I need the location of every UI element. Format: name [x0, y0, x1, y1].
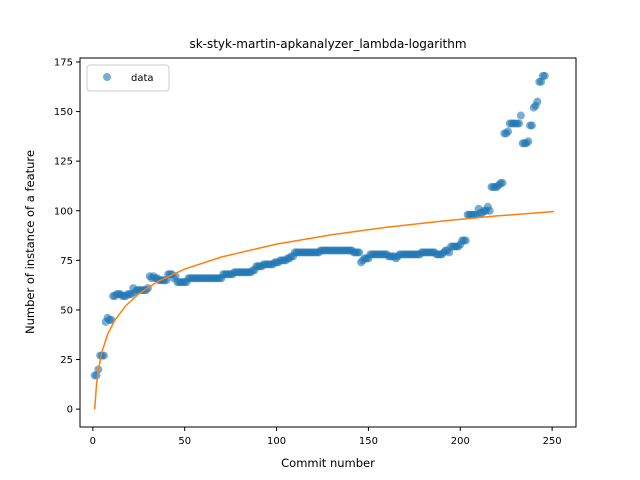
x-axis-ticks: 0 50 100 150 200 250 [90, 427, 562, 447]
y-tick-label: 150 [54, 107, 73, 118]
y-tick-label: 175 [54, 57, 73, 68]
axes-frame [79, 57, 577, 428]
legend-box [86, 64, 170, 92]
y-tick-label: 50 [60, 305, 73, 316]
y-tick-label: 125 [54, 157, 73, 168]
plot-series [90, 71, 555, 410]
data-point [485, 206, 494, 215]
x-tick-label: 100 [267, 436, 286, 447]
fit-line [93, 210, 555, 410]
data-point [504, 127, 513, 136]
data-point [355, 248, 364, 257]
data-point [527, 121, 536, 130]
y-axis-label: Number of instance of a feature [23, 150, 37, 334]
x-axis-label: Commit number [281, 456, 375, 470]
legend-label-data: data [131, 73, 154, 84]
data-point [498, 178, 507, 187]
data-point [540, 71, 549, 80]
y-axis-ticks: 0 25 50 75 100 125 150 175 [54, 57, 80, 416]
y-tick-label: 100 [54, 206, 73, 217]
y-tick-label: 75 [60, 256, 73, 267]
x-tick-label: 0 [90, 436, 96, 447]
legend: data [86, 64, 170, 92]
data-point [516, 111, 525, 120]
data-point [461, 236, 470, 245]
x-tick-label: 200 [451, 436, 470, 447]
x-tick-label: 50 [178, 436, 191, 447]
y-tick-label: 0 [67, 405, 73, 416]
data-point [515, 119, 524, 128]
series-data [90, 71, 549, 380]
y-tick-label: 25 [60, 355, 73, 366]
data-point [533, 97, 542, 106]
chart-title: sk-styk-martin-apkanalyzer_lambda-logari… [189, 37, 466, 51]
x-tick-label: 250 [543, 436, 562, 447]
x-tick-label: 150 [359, 436, 378, 447]
data-point [524, 137, 533, 146]
legend-marker-data [103, 73, 111, 81]
